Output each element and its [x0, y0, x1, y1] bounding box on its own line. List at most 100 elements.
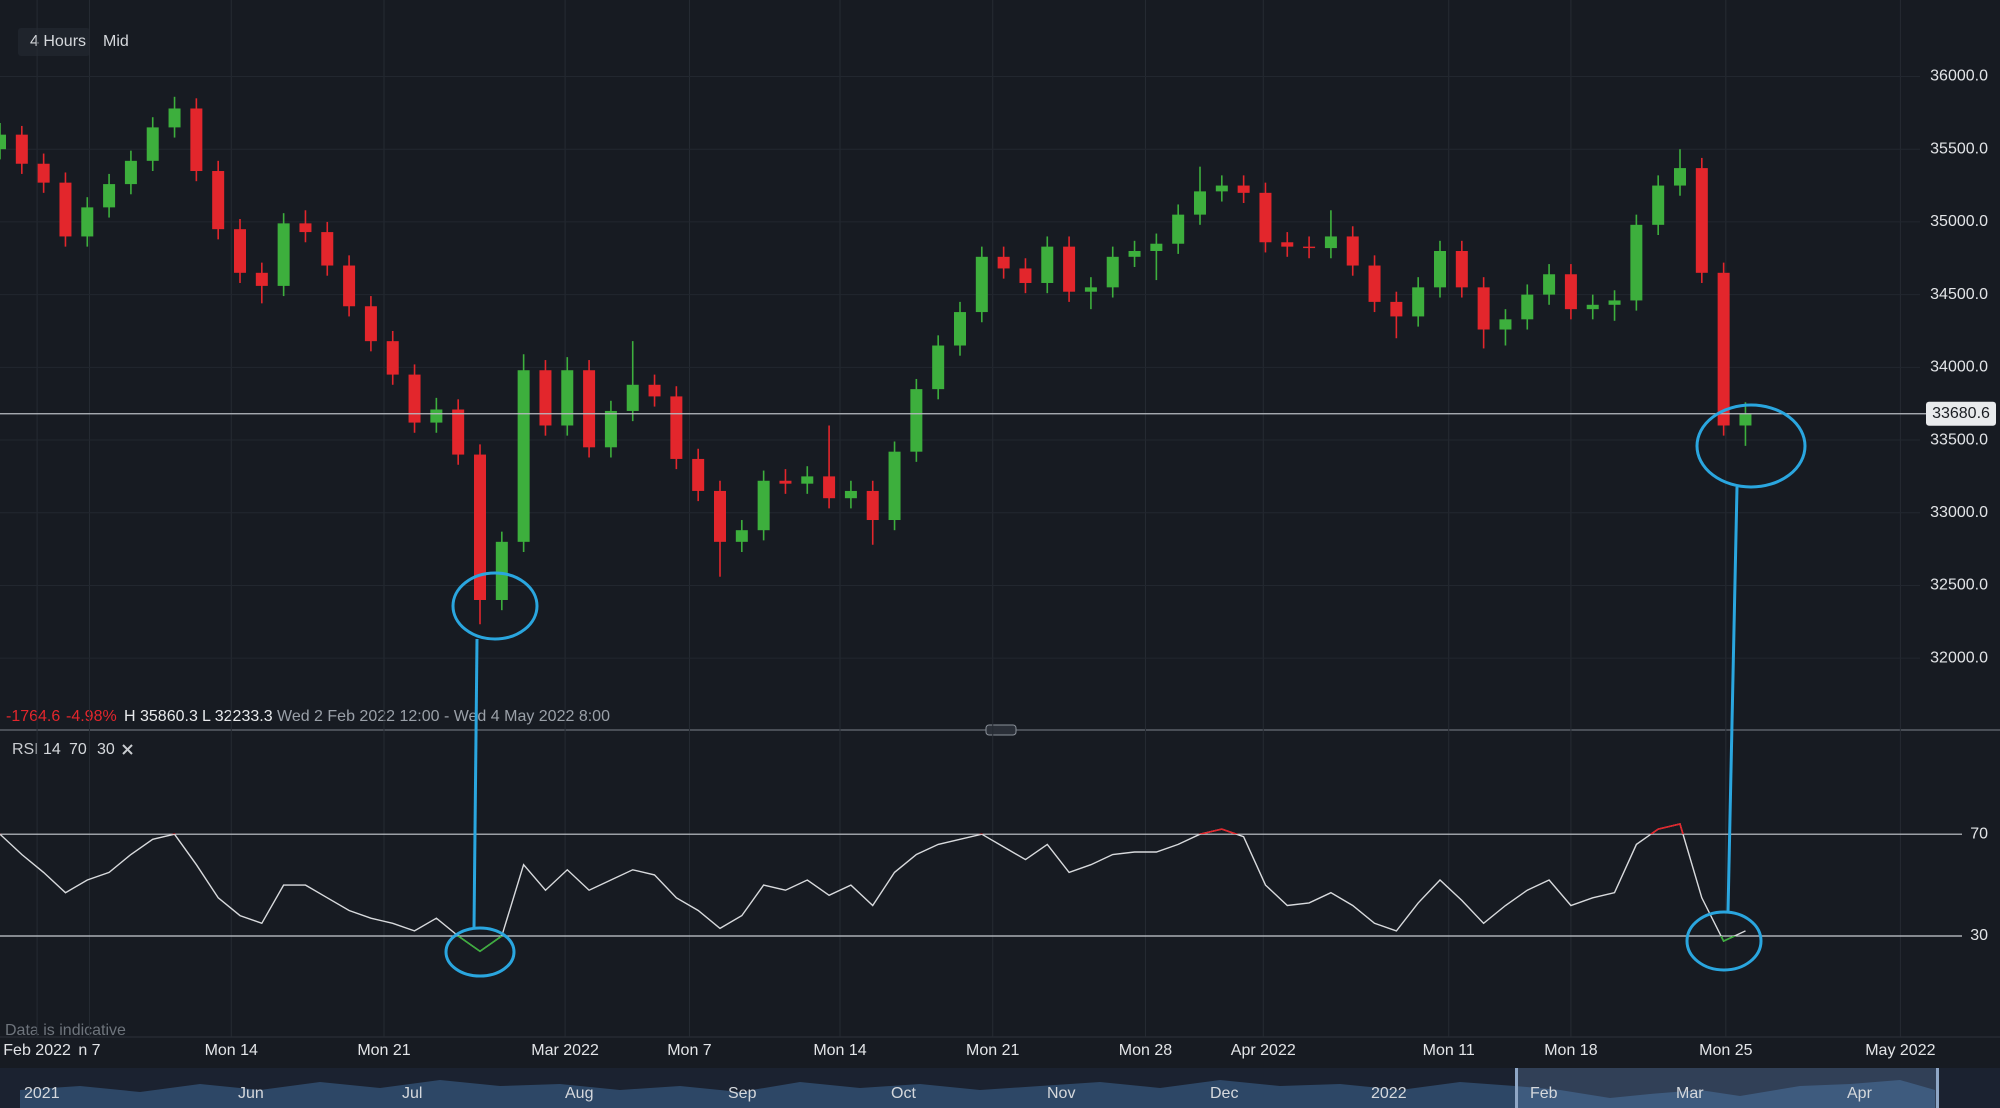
- rsi-line: [0, 823, 1746, 953]
- candle-body: [714, 490, 726, 542]
- annotations: [444, 403, 1807, 978]
- candle-body: [1368, 265, 1381, 302]
- navigator-labels: 2021 Jun Jul Aug Sep Oct Nov Dec 2022 Fe…: [24, 1085, 1873, 1102]
- candle-body: [539, 370, 552, 426]
- rsi-tick-label: 30: [1970, 927, 1988, 944]
- y-tick-label: 32000.0: [1930, 649, 1988, 666]
- x-tick-label: Mon 28: [1119, 1042, 1172, 1059]
- candle-body: [670, 396, 683, 459]
- pane-resize-handle[interactable]: [985, 724, 1017, 736]
- navigator-area: [20, 1080, 1935, 1108]
- y-tick-label: 35500.0: [1930, 140, 1988, 157]
- candle-body: [103, 184, 116, 208]
- candle-body: [1150, 243, 1163, 251]
- rsi-label: RSI: [12, 741, 39, 758]
- candle-body: [1259, 192, 1272, 243]
- x-tick-label: Apr 2022: [1231, 1042, 1296, 1059]
- candle-body: [1194, 191, 1206, 215]
- change: -1764.6: [6, 708, 60, 725]
- candle-body: [975, 256, 988, 313]
- navigator-label: Dec: [1210, 1085, 1238, 1102]
- navigator-window[interactable]: [1515, 1068, 1939, 1108]
- candle-body: [408, 374, 421, 423]
- annotation-circle: [451, 571, 539, 641]
- y-tick-label: 32500.0: [1930, 577, 1988, 594]
- navigator-label: 2021: [24, 1085, 60, 1102]
- candle-body: [517, 370, 530, 542]
- candle-body: [626, 384, 639, 411]
- rsi-close[interactable]: [122, 744, 133, 755]
- candle-body: [1041, 246, 1054, 283]
- annotation-circle: [444, 926, 516, 978]
- candle-body: [1063, 246, 1076, 292]
- candle-body: [604, 410, 617, 448]
- candle-body: [1412, 287, 1425, 317]
- candle-body: [932, 345, 945, 390]
- navigator-handle[interactable]: [1515, 1068, 1518, 1108]
- candle-body: [1434, 250, 1446, 288]
- candle-body: [997, 256, 1010, 269]
- x-tick-label: Feb 2022: [3, 1042, 71, 1059]
- annotation-circle: [1695, 403, 1807, 489]
- candle-body: [1652, 185, 1665, 225]
- candle-body: [1564, 274, 1577, 310]
- candle-body: [866, 490, 879, 521]
- candle-body: [1630, 224, 1643, 301]
- candle-body: [1695, 168, 1708, 273]
- y-tick-label: 33000.0: [1930, 504, 1988, 521]
- navigator-label: Oct: [891, 1085, 916, 1102]
- candle-body: [1172, 214, 1185, 244]
- candle-body: [1084, 287, 1097, 292]
- price-type-label[interactable]: Mid: [103, 33, 129, 50]
- candle-body: [386, 341, 399, 375]
- navigator-handle[interactable]: [1936, 1068, 1939, 1108]
- candle-body: [1303, 246, 1316, 249]
- rsi-lower: 30: [97, 741, 115, 758]
- y-tick-label: 36000.0: [1930, 68, 1988, 85]
- navigator-label: Mar: [1676, 1085, 1704, 1102]
- candle-body: [1477, 287, 1490, 330]
- navigator: [0, 1068, 2000, 1108]
- interval-button[interactable]: [18, 28, 90, 56]
- candle-body: [954, 312, 966, 346]
- candle-body: [212, 171, 225, 230]
- navigator-label: Jul: [402, 1085, 422, 1102]
- candle-body: [168, 108, 181, 128]
- candle-body: [474, 454, 486, 600]
- disclaimer: Data is indicative: [5, 1022, 126, 1039]
- y-tick-label: 35000.0: [1930, 213, 1988, 230]
- annotation-circle: [1685, 910, 1763, 972]
- candle-body: [1019, 268, 1032, 283]
- x-tick-label: May 2022: [1865, 1042, 1935, 1059]
- candle-body: [692, 458, 705, 491]
- navigator-label: Aug: [565, 1085, 593, 1102]
- navigator-label: Sep: [728, 1085, 757, 1102]
- high: H 35860.3: [124, 708, 198, 725]
- rsi-upper: 70: [69, 741, 87, 758]
- candle-body: [1128, 250, 1141, 257]
- last-price-box: [1926, 401, 1996, 426]
- x-tick-label: Mon 25: [1699, 1042, 1752, 1059]
- x-tick-label: Mon 14: [205, 1042, 258, 1059]
- candle-body: [146, 127, 159, 161]
- candle-body: [1281, 242, 1294, 247]
- annotation-line: [1726, 486, 1739, 913]
- candle-body: [779, 480, 792, 484]
- candle-body: [37, 163, 50, 183]
- candle-body: [1106, 256, 1119, 288]
- candle-body: [1586, 304, 1599, 310]
- candle-body: [15, 134, 28, 164]
- candle-body: [495, 541, 508, 600]
- candle-body: [648, 384, 661, 397]
- candle-body: [1324, 236, 1337, 249]
- candle-body: [583, 370, 596, 448]
- navigator-label: Feb: [1530, 1085, 1558, 1102]
- x-tick-label: Mon 18: [1544, 1042, 1597, 1059]
- candle-body: [888, 451, 901, 521]
- x-tick-label: Mon 21: [357, 1042, 410, 1059]
- close-icon: [122, 744, 133, 755]
- candle-body: [255, 272, 268, 286]
- candle-body: [844, 490, 857, 499]
- candle-body: [1390, 301, 1403, 317]
